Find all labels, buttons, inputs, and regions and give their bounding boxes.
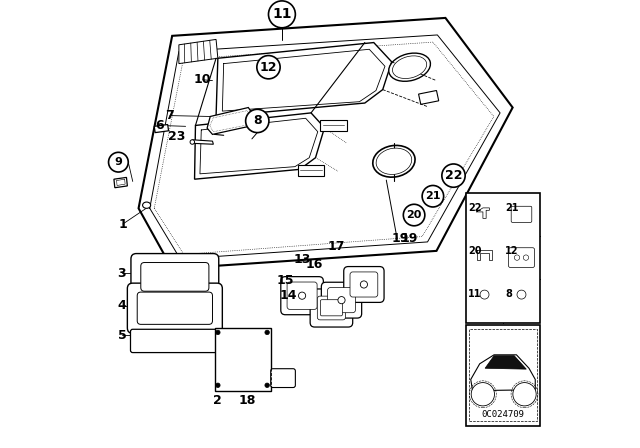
Bar (298, 165, 324, 176)
Polygon shape (215, 328, 271, 391)
FancyBboxPatch shape (511, 206, 532, 222)
Text: 11: 11 (468, 289, 482, 299)
Text: 10: 10 (194, 73, 211, 86)
FancyBboxPatch shape (137, 292, 212, 324)
Text: 22: 22 (445, 169, 462, 182)
Polygon shape (154, 125, 168, 133)
FancyBboxPatch shape (509, 248, 534, 267)
Text: 17: 17 (328, 240, 345, 253)
Bar (466, 325, 540, 426)
Circle shape (265, 330, 269, 335)
Polygon shape (471, 355, 535, 391)
FancyBboxPatch shape (310, 289, 353, 327)
FancyBboxPatch shape (317, 296, 346, 320)
Text: 5: 5 (118, 328, 126, 342)
FancyBboxPatch shape (328, 288, 355, 313)
Ellipse shape (190, 140, 195, 144)
Circle shape (422, 185, 444, 207)
Circle shape (257, 56, 280, 79)
Bar (466, 193, 540, 323)
Text: 14: 14 (280, 289, 298, 302)
Circle shape (517, 290, 526, 299)
Text: 16: 16 (306, 258, 323, 271)
Text: 23: 23 (168, 129, 186, 143)
Text: 21: 21 (425, 191, 441, 201)
Text: 4: 4 (118, 299, 126, 312)
FancyBboxPatch shape (127, 283, 222, 333)
Polygon shape (114, 177, 127, 188)
Polygon shape (139, 18, 513, 269)
Polygon shape (192, 140, 213, 144)
Polygon shape (195, 113, 324, 179)
Circle shape (403, 204, 425, 226)
Text: 13: 13 (293, 253, 311, 267)
Polygon shape (179, 39, 218, 64)
Text: 20: 20 (468, 246, 482, 256)
Ellipse shape (376, 148, 412, 174)
Bar (320, 120, 347, 131)
Circle shape (216, 383, 220, 388)
Text: 15: 15 (276, 274, 294, 287)
Text: 18: 18 (239, 394, 256, 408)
Circle shape (298, 292, 306, 299)
Text: 1: 1 (118, 217, 127, 231)
Polygon shape (216, 43, 392, 116)
Circle shape (513, 383, 536, 406)
FancyBboxPatch shape (271, 369, 296, 388)
Text: 19: 19 (401, 232, 418, 245)
Text: 6: 6 (156, 119, 164, 132)
Text: 2: 2 (214, 394, 222, 408)
Circle shape (471, 383, 495, 406)
Circle shape (480, 290, 489, 299)
Polygon shape (207, 108, 253, 134)
Polygon shape (485, 356, 526, 369)
Circle shape (360, 281, 367, 288)
FancyBboxPatch shape (131, 329, 220, 353)
FancyBboxPatch shape (287, 282, 317, 309)
Ellipse shape (388, 53, 431, 81)
Ellipse shape (372, 146, 415, 177)
Circle shape (265, 383, 269, 388)
Circle shape (524, 255, 529, 260)
Circle shape (515, 255, 520, 260)
Circle shape (338, 297, 345, 304)
Text: 8: 8 (253, 114, 262, 128)
Text: 0C024709: 0C024709 (481, 410, 525, 419)
Text: 20: 20 (406, 210, 422, 220)
Text: 22: 22 (468, 203, 482, 213)
Circle shape (109, 152, 128, 172)
Text: 21: 21 (505, 203, 519, 213)
FancyBboxPatch shape (131, 254, 219, 301)
Text: 3: 3 (118, 267, 126, 280)
Circle shape (216, 330, 220, 335)
FancyBboxPatch shape (344, 267, 384, 302)
FancyBboxPatch shape (321, 282, 362, 318)
Circle shape (246, 109, 269, 133)
Text: 12: 12 (260, 60, 277, 74)
Text: 12: 12 (505, 246, 519, 256)
Text: 11: 11 (272, 7, 292, 22)
Circle shape (269, 1, 296, 28)
Text: 8: 8 (505, 289, 512, 299)
Text: 7: 7 (166, 109, 174, 122)
Ellipse shape (392, 56, 427, 78)
FancyBboxPatch shape (321, 300, 342, 316)
Text: 9: 9 (115, 157, 122, 167)
FancyBboxPatch shape (350, 272, 378, 297)
Circle shape (442, 164, 465, 187)
FancyBboxPatch shape (281, 276, 323, 314)
Ellipse shape (143, 202, 150, 208)
Text: 19: 19 (392, 232, 410, 245)
Polygon shape (419, 90, 439, 104)
FancyBboxPatch shape (141, 263, 209, 291)
